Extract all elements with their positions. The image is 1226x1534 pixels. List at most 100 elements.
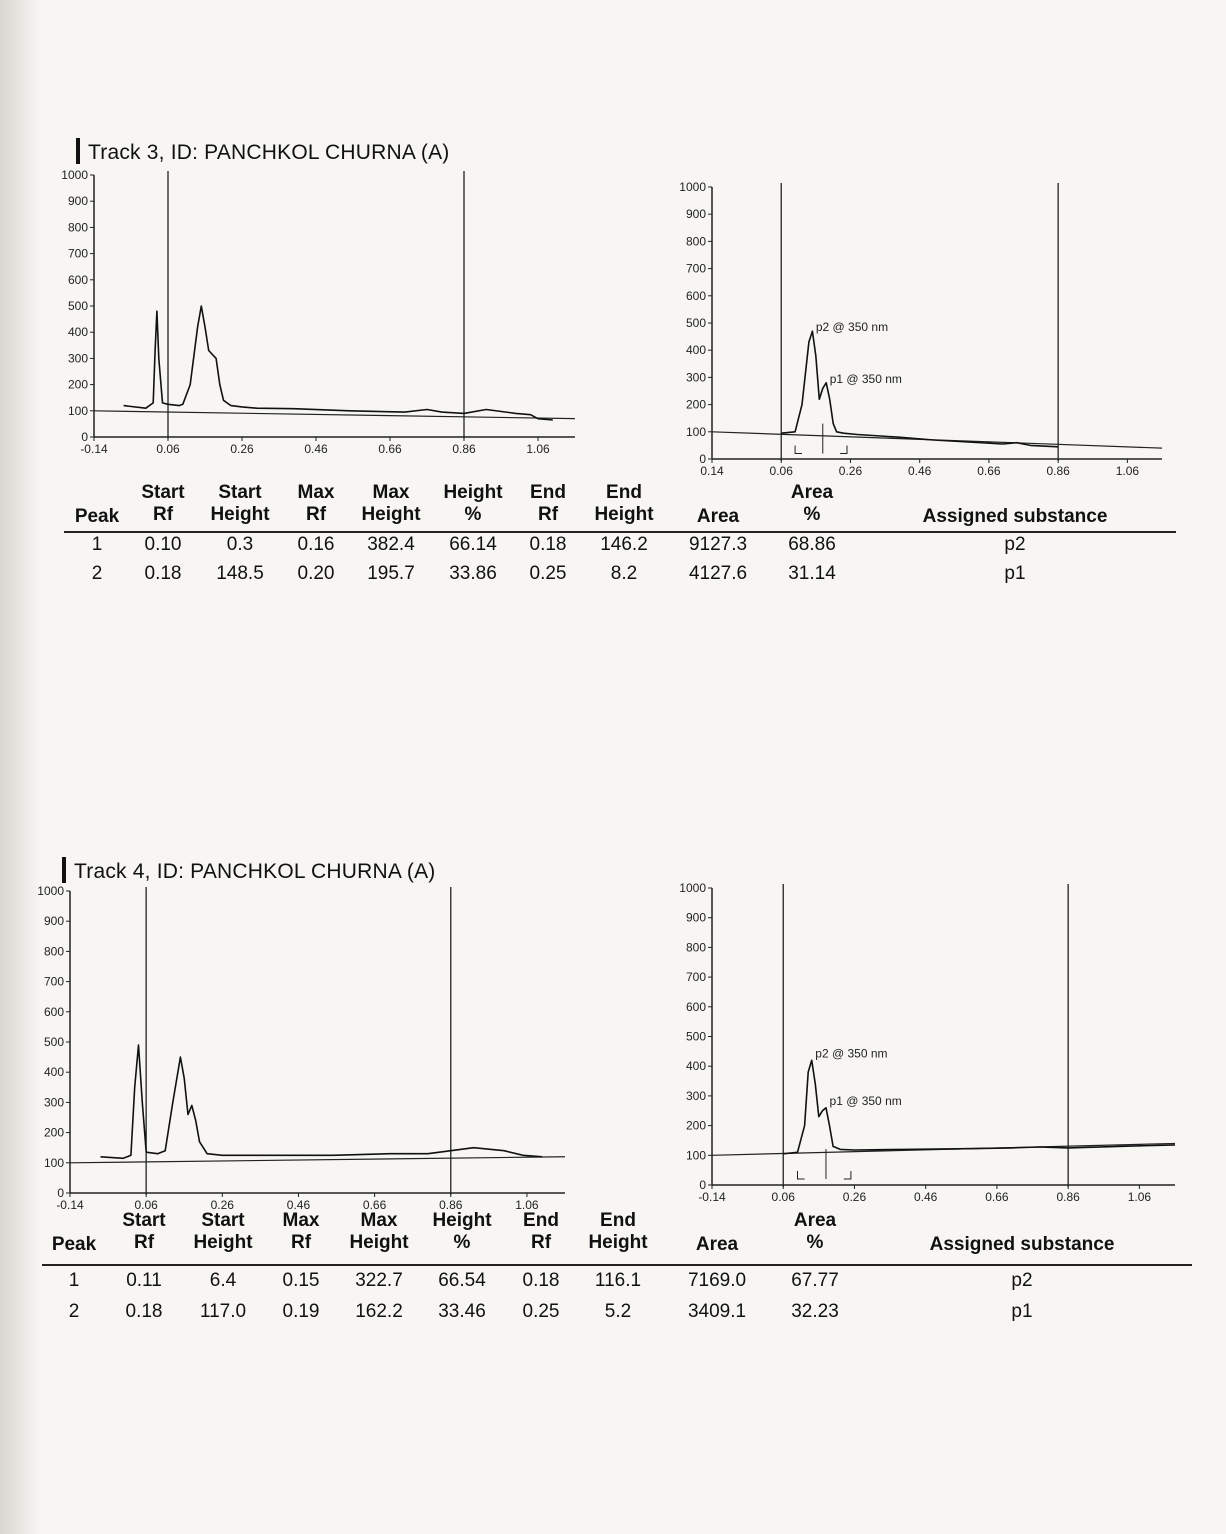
table-cell-area: 7169.0 [687, 1270, 747, 1291]
y-tick-label: 0 [699, 452, 706, 466]
x-tick-label: 0.46 [914, 1190, 938, 1204]
table-cell-end-height: 116.1 [594, 1270, 642, 1291]
integration-bracket [840, 445, 848, 455]
baseline [93, 410, 576, 420]
baseline [69, 1156, 566, 1164]
y-tick-label: 300 [44, 1095, 64, 1109]
y-tick-label: 1000 [679, 180, 706, 194]
table-cell-max-height: 195.7 [367, 563, 415, 584]
x-tick-label: 0.86 [1056, 1190, 1080, 1204]
table-cell-start-height: 117.0 [199, 1301, 247, 1322]
table-header-rule [64, 531, 1176, 533]
track-3-title: Track 3, ID: PANCHKOL CHURNA (A) [76, 138, 450, 165]
y-tick-label: 0 [57, 1186, 64, 1200]
x-tick-label: 0.46 [304, 442, 328, 456]
table-cell-height-pct: 66.54 [438, 1270, 486, 1291]
column-header: Assigned substance [929, 1234, 1115, 1255]
y-tick-label: 100 [686, 425, 706, 439]
column-header: End Height [588, 1210, 648, 1253]
column-header: End Rf [523, 1210, 559, 1253]
y-tick-label: 400 [686, 1059, 706, 1073]
table-cell-peak: 2 [91, 563, 103, 584]
y-tick-label: 600 [686, 1000, 706, 1014]
y-tick-label: 700 [68, 247, 88, 261]
x-tick-label: 0.06 [772, 1190, 796, 1204]
y-tick-label: 400 [44, 1065, 64, 1079]
table-cell-start-height: 6.4 [209, 1270, 237, 1291]
x-tick-label: 1.06 [526, 442, 550, 456]
y-tick-label: 600 [44, 1005, 64, 1019]
column-header: Max Height [361, 482, 421, 525]
y-tick-label: 200 [686, 1119, 706, 1133]
table-cell-max-height: 322.7 [355, 1270, 403, 1291]
table-cell-max-rf: 0.15 [282, 1270, 320, 1291]
x-tick-label: 0.06 [770, 464, 794, 478]
y-tick-label: 700 [686, 262, 706, 276]
y-tick-label: 900 [686, 207, 706, 221]
column-header: Start Rf [122, 1210, 166, 1253]
x-tick-label: 1.06 [1128, 1190, 1152, 1204]
column-header: Max Rf [297, 482, 335, 525]
column-header: End Rf [530, 482, 566, 525]
column-header: Max Rf [282, 1210, 320, 1253]
y-tick-label: 100 [44, 1156, 64, 1170]
table-cell-start-height: 0.3 [226, 534, 254, 555]
x-tick-label: 0.26 [839, 464, 863, 478]
y-tick-label: 300 [686, 370, 706, 384]
y-tick-label: 900 [686, 911, 706, 925]
peak-label: p2 @ 350 nm [815, 1046, 887, 1060]
y-tick-label: 300 [68, 351, 88, 365]
y-tick-label: 500 [686, 316, 706, 330]
x-tick-label: 0.86 [452, 442, 476, 456]
table-cell-start-rf: 0.18 [125, 1301, 163, 1322]
table-cell-height-pct: 33.46 [438, 1301, 486, 1322]
table-cell-start-rf: 0.11 [126, 1270, 162, 1291]
y-tick-label: 0 [81, 430, 88, 444]
column-header: End Height [594, 482, 654, 525]
x-tick-label: 0.06 [156, 442, 180, 456]
peak-label: p1 @ 350 nm [830, 1094, 902, 1108]
table-cell-end-height: 8.2 [610, 563, 638, 584]
y-tick-label: 700 [686, 970, 706, 984]
y-tick-label: 100 [686, 1148, 706, 1162]
table-cell-end-rf: 0.25 [529, 563, 567, 584]
y-tick-label: 400 [686, 343, 706, 357]
table-cell-height-pct: 66.14 [449, 534, 497, 555]
table-cell-area: 4127.6 [688, 563, 748, 584]
densitogram-trace [100, 1044, 543, 1160]
column-header: Peak [51, 1234, 97, 1255]
x-tick-label: 0.26 [230, 442, 254, 456]
x-tick-label: 1.06 [1116, 464, 1140, 478]
track-4-title: Track 4, ID: PANCHKOL CHURNA (A) [62, 857, 436, 884]
y-tick-label: 100 [68, 404, 88, 418]
table-cell-max-height: 162.2 [355, 1301, 403, 1322]
y-tick-label: 700 [44, 975, 64, 989]
integration-bracket [843, 1171, 852, 1180]
x-tick-label: 0.66 [977, 464, 1001, 478]
table-cell-peak: 1 [91, 534, 103, 555]
x-tick-label: 0.66 [985, 1190, 1009, 1204]
x-tick-label: 0.14 [700, 464, 724, 478]
page-edge-shadow [0, 0, 40, 1534]
x-tick-label: 0.66 [378, 442, 402, 456]
x-tick-label: -0.14 [698, 1190, 726, 1204]
column-header: Height% [443, 482, 503, 525]
y-tick-label: 800 [686, 940, 706, 954]
column-header: Start Height [210, 482, 270, 525]
table-cell-end-height: 146.2 [600, 534, 648, 555]
y-tick-label: 900 [44, 914, 64, 928]
y-tick-label: 200 [686, 398, 706, 412]
y-tick-label: 900 [68, 194, 88, 208]
column-header: Area [695, 1234, 739, 1255]
table-cell-substance: p2 [1011, 1270, 1033, 1291]
table-cell-area-pct: 67.77 [791, 1270, 839, 1291]
table-cell-end-rf: 0.18 [522, 1270, 560, 1291]
densitogram-trace [123, 305, 553, 421]
y-tick-label: 1000 [37, 884, 64, 898]
integration-bracket [794, 445, 802, 455]
baseline [711, 1142, 1176, 1156]
table-cell-start-height: 148.5 [216, 563, 264, 584]
x-tick-label: -0.14 [56, 1198, 84, 1212]
integration-bracket [796, 1171, 805, 1180]
track-3-title-text: Track 3, ID: PANCHKOL CHURNA (A) [88, 141, 450, 164]
